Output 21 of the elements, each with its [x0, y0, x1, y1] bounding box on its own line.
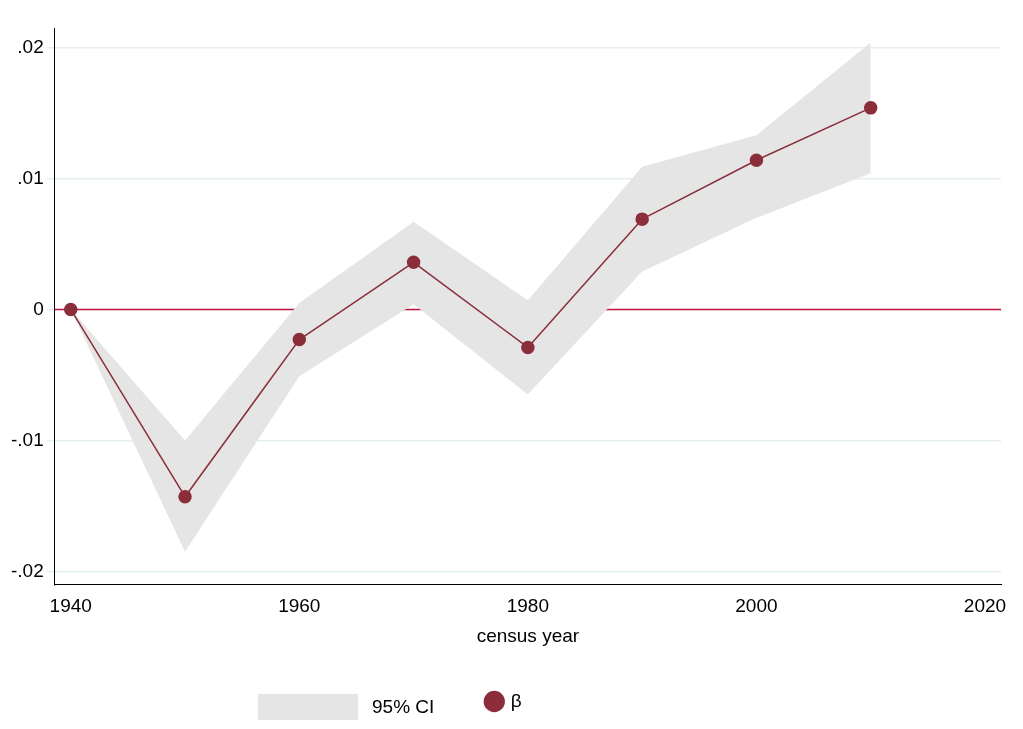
x-tick-label: 1980	[506, 595, 550, 617]
x-tick-label: 1940	[49, 595, 92, 617]
x-tick-label: 2000	[735, 595, 778, 617]
text: 95% CI	[372, 696, 435, 718]
point	[178, 489, 192, 504]
x-axis-title: census year	[476, 624, 580, 646]
point	[749, 153, 764, 167]
x-tick-label: 2020	[963, 595, 1007, 617]
x-tick-label: 1960	[278, 595, 321, 617]
point	[521, 340, 535, 355]
point	[292, 332, 307, 347]
point	[863, 101, 878, 115]
y-tick-label: 0	[33, 297, 44, 319]
point	[406, 255, 421, 270]
point	[635, 212, 649, 226]
y-tick-label: -.02	[10, 559, 44, 581]
point	[63, 302, 78, 317]
legend-label: β	[510, 689, 522, 711]
y-tick-label: -.01	[10, 428, 44, 450]
y-tick-label: .01	[17, 166, 44, 188]
y-tick-label: .02	[17, 35, 44, 57]
